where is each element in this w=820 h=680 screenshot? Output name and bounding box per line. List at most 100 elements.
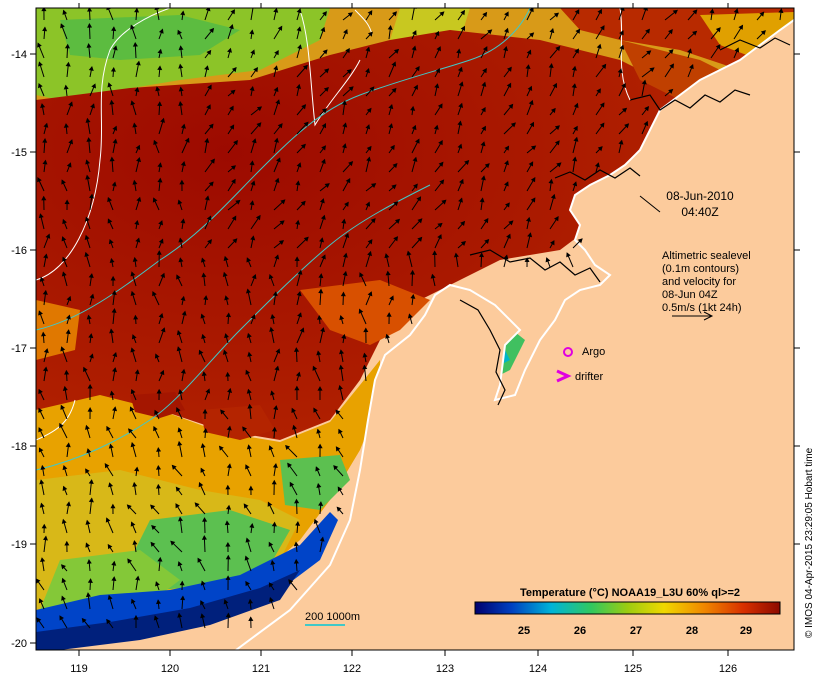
velocity-arrow-head: [279, 220, 285, 226]
velocity-arrow-head: [225, 612, 231, 618]
velocity-arrow-head: [156, 447, 162, 452]
velocity-arrow-head: [223, 599, 229, 605]
velocity-arrow-head: [506, 82, 512, 88]
velocity-arrow-head: [151, 524, 157, 531]
velocity-arrow-head: [434, 83, 440, 89]
velocity-arrow-head: [649, 67, 655, 73]
velocity-arrow-head: [668, 28, 673, 35]
velocity-arrow-head: [271, 426, 278, 432]
velocity-arrow-head: [176, 346, 182, 352]
velocity-arrow-head: [336, 506, 342, 512]
velocity-arrow-head: [43, 122, 49, 128]
velocity-arrow-head: [359, 272, 364, 278]
velocity-arrow-head: [338, 384, 343, 390]
velocity-arrow-head: [316, 482, 322, 488]
velocity-arrow-head: [200, 257, 206, 263]
velocity-arrow-head: [61, 179, 66, 185]
velocity-arrow-head: [243, 503, 249, 509]
velocity-arrow-head: [709, 8, 715, 14]
velocity-arrow-head: [270, 390, 275, 396]
velocity-arrow-head: [272, 463, 278, 469]
velocity-arrow-head: [112, 352, 118, 358]
velocity-arrow-head: [111, 308, 117, 313]
velocity-arrow-head: [130, 441, 136, 448]
velocity-arrow-head: [61, 518, 67, 524]
velocity-arrow-head: [87, 8, 93, 12]
velocity-arrow-head: [180, 10, 186, 16]
velocity-arrow-head: [483, 217, 489, 224]
velocity-arrow-head: [230, 89, 236, 95]
velocity-arrow-head: [226, 425, 232, 431]
velocity-arrow-head: [156, 250, 162, 255]
velocity-arrow-head: [274, 50, 279, 56]
velocity-arrow-head: [40, 103, 46, 109]
velocity-arrow-head: [278, 240, 285, 245]
velocity-arrow-head: [323, 86, 329, 92]
velocity-arrow-head: [86, 137, 92, 142]
velocity-arrow-head: [267, 501, 273, 507]
velocity-arrow-head: [111, 576, 117, 581]
velocity-arrow-head: [246, 444, 252, 450]
velocity-arrow-head: [62, 9, 68, 15]
velocity-arrow-head: [365, 201, 371, 207]
velocity-arrow-head: [198, 481, 204, 488]
velocity-arrow-head: [317, 314, 323, 320]
velocity-arrow-head: [180, 595, 186, 601]
velocity-arrow-head: [572, 181, 578, 187]
velocity-arrow-head: [104, 463, 110, 469]
velocity-arrow-head: [481, 125, 486, 131]
velocity-arrow-head: [294, 498, 300, 504]
velocity-arrow-head: [458, 102, 464, 109]
velocity-arrow-head: [157, 101, 163, 107]
velocity-arrow-head: [341, 100, 347, 105]
velocity-arrow-head: [621, 82, 626, 89]
velocity-arrow-head: [482, 68, 487, 74]
velocity-arrow-head: [297, 312, 302, 318]
velocity-arrow-head: [338, 364, 344, 370]
velocity-arrow-head: [348, 161, 354, 167]
velocity-arrow-head: [619, 44, 625, 50]
velocity-arrow-head: [39, 276, 45, 282]
velocity-arrow-head: [340, 291, 346, 297]
velocity-arrow-head: [178, 63, 184, 69]
velocity-arrow-head: [436, 46, 441, 52]
velocity-arrow-head: [438, 140, 443, 146]
lat-tick-label: -16: [11, 245, 27, 257]
lon-tick-label: 124: [529, 663, 547, 675]
velocity-arrow-head: [135, 144, 141, 151]
velocity-arrow-head: [177, 612, 183, 618]
velocity-arrow-head: [85, 468, 90, 474]
velocity-arrow-head: [128, 428, 133, 434]
velocity-arrow-head: [525, 64, 531, 69]
velocity-arrow-head: [86, 43, 92, 48]
velocity-arrow-head: [302, 64, 308, 70]
velocity-arrow-head: [456, 48, 462, 54]
velocity-arrow-head: [321, 122, 326, 129]
velocity-arrow-head: [131, 334, 137, 340]
lon-tick-label: 119: [70, 663, 88, 675]
velocity-arrow-head: [88, 273, 94, 279]
velocity-arrow-head: [207, 239, 212, 245]
colorbar-tick: 27: [630, 625, 642, 637]
velocity-arrow-head: [65, 61, 71, 67]
velocity-arrow-head: [180, 123, 186, 129]
velocity-arrow-head: [245, 537, 251, 543]
velocity-arrow-head: [132, 179, 138, 185]
velocity-arrow-head: [160, 327, 166, 333]
velocity-arrow-head: [106, 618, 111, 625]
velocity-arrow-head: [391, 87, 397, 93]
velocity-arrow-head: [597, 8, 602, 15]
velocity-arrow-head: [505, 202, 510, 208]
velocity-arrow-head: [573, 125, 578, 131]
velocity-arrow-head: [646, 50, 652, 56]
velocity-arrow-head: [320, 327, 325, 333]
velocity-arrow-head: [277, 123, 283, 129]
velocity-arrow-head: [316, 350, 322, 356]
velocity-arrow-head: [484, 238, 490, 245]
velocity-arrow-head: [42, 366, 49, 372]
velocity-arrow-head: [90, 103, 95, 109]
velocity-arrow-head: [554, 140, 560, 146]
velocity-arrow-head: [271, 479, 277, 485]
velocity-arrow-head: [38, 407, 43, 413]
velocity-arrow-head: [296, 8, 302, 14]
